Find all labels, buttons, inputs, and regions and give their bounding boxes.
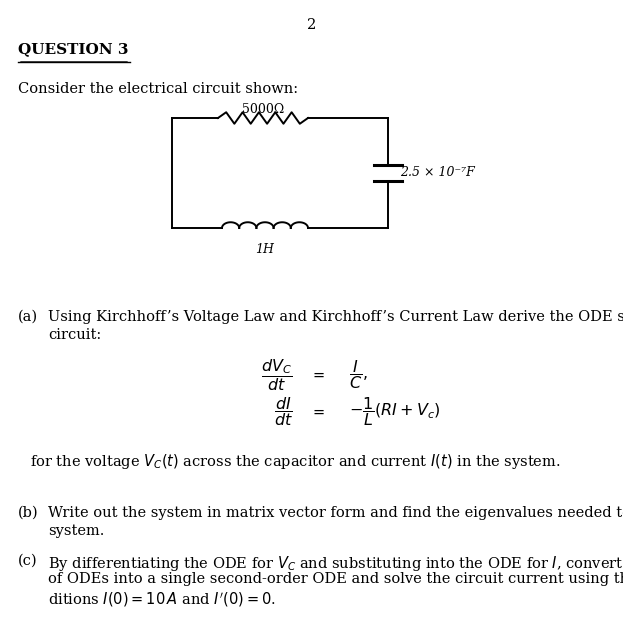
Text: $=$: $=$ xyxy=(310,405,325,419)
Text: QUESTION 3: QUESTION 3 xyxy=(18,42,128,56)
Text: 5000Ω: 5000Ω xyxy=(242,103,284,116)
Text: circuit:: circuit: xyxy=(48,328,102,342)
Text: Using Kirchhoff’s Voltage Law and Kirchhoff’s Current Law derive the ODE system : Using Kirchhoff’s Voltage Law and Kirchh… xyxy=(48,310,623,324)
Text: (b): (b) xyxy=(18,506,39,520)
Text: $\dfrac{I}{C},$: $\dfrac{I}{C},$ xyxy=(349,358,368,392)
Text: 2.5 × 10⁻⁷F: 2.5 × 10⁻⁷F xyxy=(400,166,475,179)
Text: (a): (a) xyxy=(18,310,38,324)
Text: $\dfrac{dV_C}{dt}$: $\dfrac{dV_C}{dt}$ xyxy=(262,357,293,393)
Text: Write out the system in matrix vector form and find the eigenvalues needed to so: Write out the system in matrix vector fo… xyxy=(48,506,623,520)
Text: of ODEs into a single second-order ODE and solve the circuit current using the i: of ODEs into a single second-order ODE a… xyxy=(48,572,623,586)
Text: for the voltage $V_C(t)$ across the capacitor and current $I(t)$ in the system.: for the voltage $V_C(t)$ across the capa… xyxy=(30,452,561,471)
Text: ditions $I(0) = 10\,A$ and $I'(0) = 0$.: ditions $I(0) = 10\,A$ and $I'(0) = 0$. xyxy=(48,590,276,609)
Text: $=$: $=$ xyxy=(310,368,325,382)
Text: 1H: 1H xyxy=(255,243,275,256)
Text: $\dfrac{dI}{dt}$: $\dfrac{dI}{dt}$ xyxy=(274,396,293,429)
Text: 2: 2 xyxy=(307,18,316,32)
Text: By differentiating the ODE for $V_C$ and substituting into the ODE for $I$, conv: By differentiating the ODE for $V_C$ and… xyxy=(48,554,623,573)
Text: (c): (c) xyxy=(18,554,37,568)
Text: $-\dfrac{1}{L}(RI + V_c)$: $-\dfrac{1}{L}(RI + V_c)$ xyxy=(349,396,440,429)
Text: Consider the electrical circuit shown:: Consider the electrical circuit shown: xyxy=(18,82,298,96)
Text: system.: system. xyxy=(48,524,105,538)
